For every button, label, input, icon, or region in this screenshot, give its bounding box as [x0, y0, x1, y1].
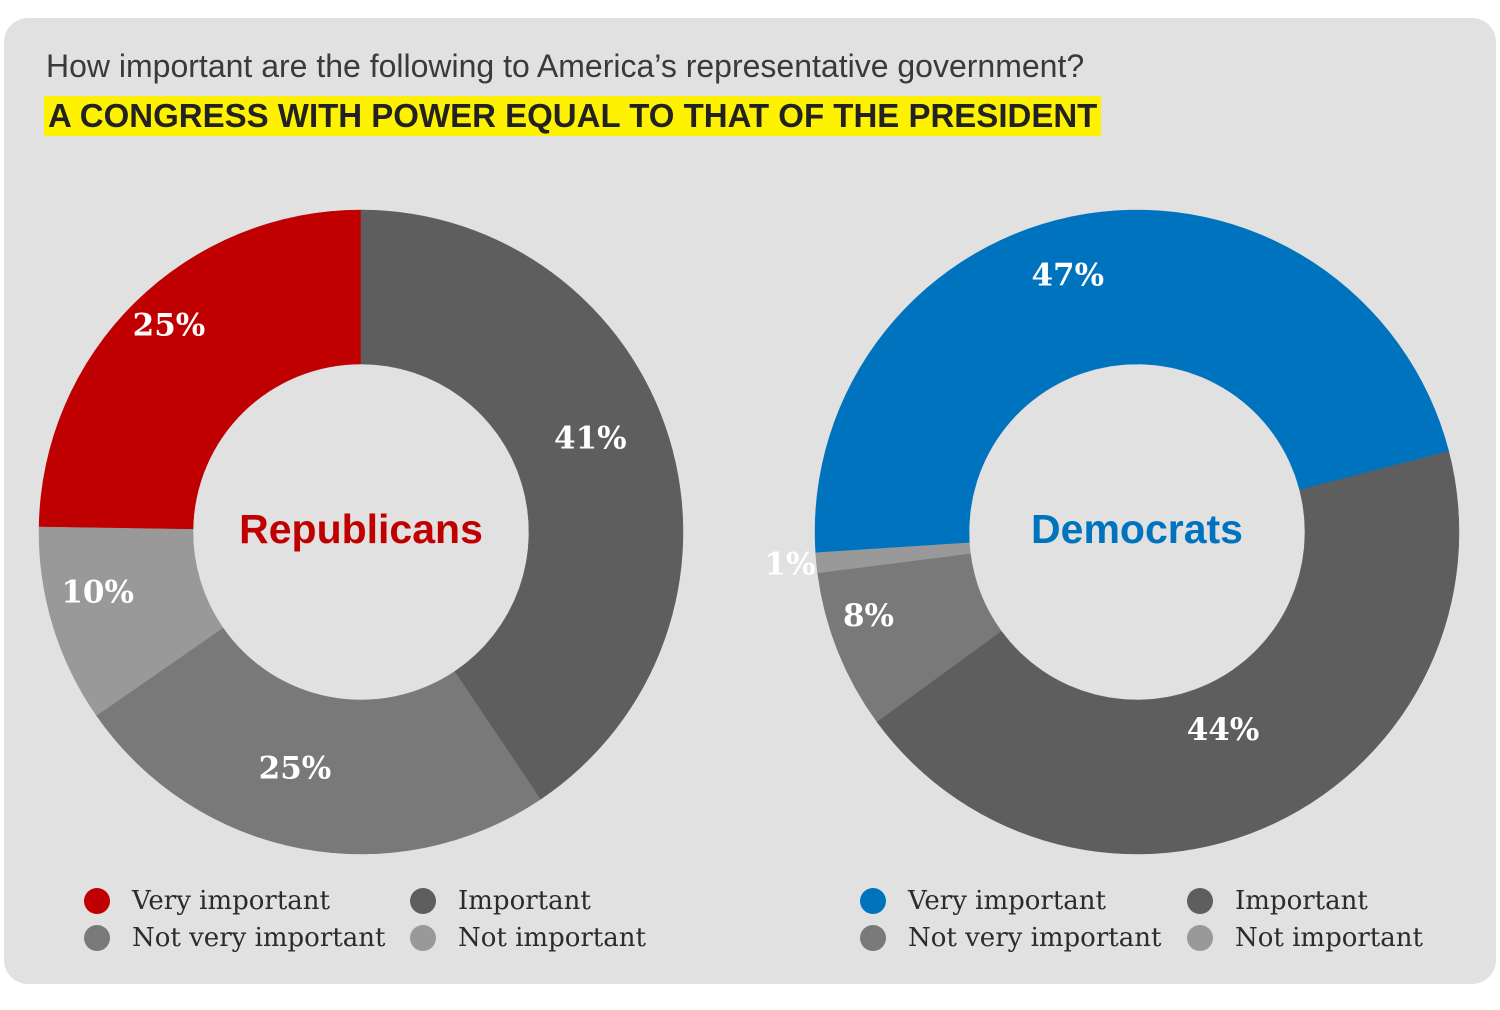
legend-swatch	[1187, 925, 1213, 951]
legend-label: Very important	[908, 886, 1106, 916]
slice-value-label: 10%	[61, 575, 134, 611]
legend-label: Very important	[132, 886, 330, 916]
legend-item-not-very-important: Not very important	[860, 923, 1161, 953]
legend-swatch	[410, 888, 436, 914]
legend-label: Important	[1235, 886, 1368, 916]
legend-swatch	[860, 925, 886, 951]
slice-value-label: 8%	[843, 598, 894, 634]
donut-center-label: Republicans	[239, 506, 483, 552]
legend-swatch	[1187, 888, 1213, 914]
slice-value-label: 47%	[1031, 258, 1104, 294]
legend-swatch	[410, 925, 436, 951]
slice-value-label: 25%	[259, 750, 332, 786]
legend-item-not-important: Not important	[410, 923, 646, 953]
legend-item-very-important: Very important	[860, 886, 1106, 916]
legend-label: Not very important	[908, 923, 1162, 953]
donut-slice-important	[876, 451, 1460, 855]
donut-slice-very-important	[814, 209, 1450, 554]
legend-swatch	[84, 925, 110, 951]
legend-label: Not important	[1235, 923, 1423, 953]
chart-question: How important are the following to Ameri…	[46, 48, 1085, 84]
legend-item-important: Important	[410, 886, 591, 916]
legend-label: Not very important	[132, 923, 386, 953]
slice-value-label: 41%	[554, 420, 627, 456]
donut-slice-not-very-important	[96, 627, 541, 855]
legend-item-not-very-important: Not very important	[84, 923, 385, 953]
legend-item-important: Important	[1187, 886, 1368, 916]
donut-slice-not-important	[38, 526, 224, 716]
legend-swatch	[860, 888, 886, 914]
donut-center-label: Democrats	[1031, 506, 1243, 552]
slice-value-label: 1%	[765, 546, 816, 582]
legend-item-very-important: Very important	[84, 886, 330, 916]
democrats-donut-chart: 47% 44% 8% 1% Democrats	[765, 209, 1460, 855]
legend-swatch	[84, 888, 110, 914]
chart-subtitle: A CONGRESS WITH POWER EQUAL TO THAT OF T…	[44, 96, 1102, 136]
republicans-donut-chart: 25% 41% 25% 10% Republicans	[38, 209, 684, 855]
legend-label: Important	[458, 886, 591, 916]
legend-item-not-important: Not important	[1187, 923, 1423, 953]
donut-slice-not-important	[815, 542, 971, 574]
donut-slice-very-important	[38, 209, 362, 530]
legend-label: Not important	[458, 923, 646, 953]
slice-value-label: 25%	[133, 308, 206, 344]
slice-value-label: 44%	[1187, 712, 1260, 748]
